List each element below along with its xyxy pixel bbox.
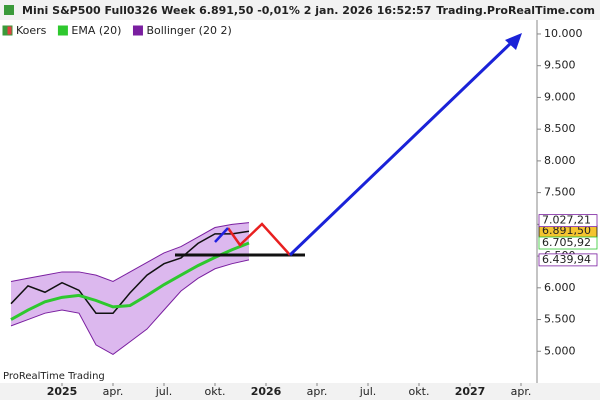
y-tick-label: 9.500 [544,59,576,72]
y-tick-label: 9.000 [544,90,576,103]
y-tick-label: 5.000 [544,344,576,357]
site-name: Trading.ProRealTime.com [436,4,595,17]
legend-swatch-half [3,26,8,35]
legend-swatch [132,25,143,36]
arrow-head [505,33,522,50]
x-tick-label: 2025 [47,385,78,398]
value-label: 6.439,94 [542,253,591,266]
blue-trend [214,227,229,243]
y-tick-label: 6.000 [544,281,576,294]
value-label: 7.027,21 [542,214,591,227]
value-label: 6.891,50 [542,224,591,237]
x-tick-label: 2026 [251,385,282,398]
x-tick-label: apr. [307,385,328,398]
x-tick-label: 2027 [455,385,486,398]
series-line [10,259,250,356]
x-tick-label: jul. [155,385,173,398]
projection-arrow [288,40,514,257]
header-bar [0,0,600,20]
series-line [10,222,250,283]
x-axis-bar [0,383,600,400]
value-label: 6.705,92 [542,236,591,249]
legend-swatch [57,25,68,36]
y-tick-label: 8.500 [544,122,576,135]
y-tick-label: 5.500 [544,313,576,326]
value-label-box [538,253,598,267]
watermark: ProRealTime Trading [3,371,105,382]
red-trend [226,222,291,256]
x-tick-label: okt. [205,385,226,398]
x-tick-label: okt. [409,385,430,398]
x-tick-label: apr. [511,385,532,398]
legend-label: Koers [16,24,47,37]
value-label-box [538,236,598,250]
legend-label: EMA (20) [71,24,121,37]
legend-label: Bollinger (20 2) [146,24,231,37]
value-label-box [538,214,598,228]
x-tick-label: jul. [359,385,377,398]
chart-title: Mini S&P500 Full0326 Week 6.891,50 -0,01… [22,4,431,17]
y-tick-label: 10.000 [544,27,583,40]
legend: Koers EMA (20) Bollinger (20 2) [2,24,232,37]
y-tick-label: 8.000 [544,154,576,167]
bollinger-fill [11,222,249,355]
app-icon [4,5,14,15]
y-tick-label: 7.500 [544,186,576,199]
series-line [10,241,250,321]
series-line [10,230,250,314]
x-tick-label: apr. [103,385,124,398]
